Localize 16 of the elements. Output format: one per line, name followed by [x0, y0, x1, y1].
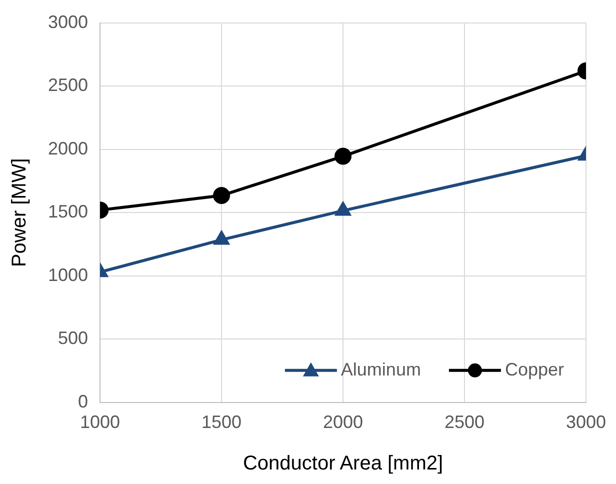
x-tick-label: 1500: [202, 412, 242, 432]
y-tick-label: 2500: [48, 75, 88, 96]
x-tick-label: 2000: [322, 412, 364, 432]
x-axis-title: Conductor Area [mm2]: [242, 452, 444, 475]
y-axis-title: Power [MW]: [8, 158, 31, 268]
x-tick-label: 3000: [566, 412, 606, 432]
x-tick-label: 2500: [444, 412, 485, 432]
legend-label: Aluminum: [340, 359, 421, 380]
y-tick-label: 0: [78, 391, 88, 412]
y-tick-label: 1500: [48, 202, 88, 222]
y-tick-label: 500: [58, 328, 88, 348]
y-tick-label: 2000: [48, 138, 88, 158]
y-tick-label: 1000: [48, 264, 88, 285]
x-tick-label: 1000: [80, 412, 120, 432]
legend-label: Copper: [504, 359, 564, 380]
y-tick-label: 3000: [48, 12, 88, 32]
